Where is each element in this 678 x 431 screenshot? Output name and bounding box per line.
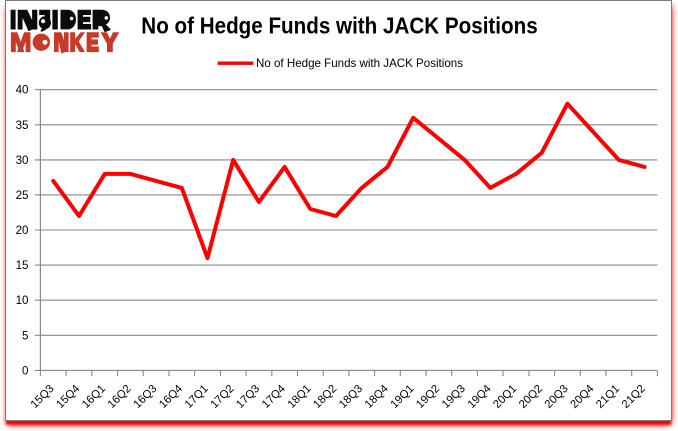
svg-text:17Q3: 17Q3	[234, 383, 262, 411]
svg-text:20: 20	[16, 224, 29, 237]
svg-text:20Q3: 20Q3	[543, 383, 571, 411]
svg-text:20Q1: 20Q1	[491, 383, 519, 411]
svg-text:5: 5	[22, 329, 28, 342]
svg-text:19Q3: 19Q3	[440, 383, 468, 411]
svg-text:30: 30	[16, 154, 29, 167]
svg-text:15Q4: 15Q4	[54, 383, 82, 411]
svg-text:20Q4: 20Q4	[568, 383, 596, 411]
svg-text:10: 10	[16, 294, 29, 307]
svg-text:19Q2: 19Q2	[414, 383, 442, 411]
svg-text:16Q4: 16Q4	[157, 383, 185, 411]
svg-text:21Q1: 21Q1	[594, 383, 622, 411]
svg-text:18Q1: 18Q1	[286, 383, 314, 411]
svg-text:40: 40	[16, 84, 29, 97]
svg-text:20Q2: 20Q2	[517, 383, 545, 411]
svg-text:16Q3: 16Q3	[131, 383, 159, 411]
svg-text:25: 25	[16, 189, 29, 202]
svg-text:17Q2: 17Q2	[208, 383, 236, 411]
svg-text:18Q2: 18Q2	[311, 383, 339, 411]
svg-text:15Q3: 15Q3	[29, 383, 57, 411]
svg-text:18Q3: 18Q3	[337, 383, 365, 411]
svg-text:15: 15	[16, 259, 29, 272]
svg-text:0: 0	[22, 364, 28, 377]
svg-text:35: 35	[16, 119, 29, 132]
svg-text:17Q1: 17Q1	[183, 383, 211, 411]
svg-text:21Q2: 21Q2	[620, 383, 648, 411]
svg-text:No of Hedge Funds with JACK Po: No of Hedge Funds with JACK Positions	[256, 57, 463, 70]
svg-text:16Q2: 16Q2	[106, 383, 134, 411]
svg-text:17Q4: 17Q4	[260, 383, 288, 411]
svg-text:16Q1: 16Q1	[80, 383, 108, 411]
svg-text:18Q4: 18Q4	[363, 383, 391, 411]
svg-text:19Q4: 19Q4	[466, 383, 494, 411]
svg-text:19Q1: 19Q1	[388, 383, 416, 411]
svg-text:No of Hedge Funds with JACK Po: No of Hedge Funds with JACK Positions	[141, 13, 537, 39]
